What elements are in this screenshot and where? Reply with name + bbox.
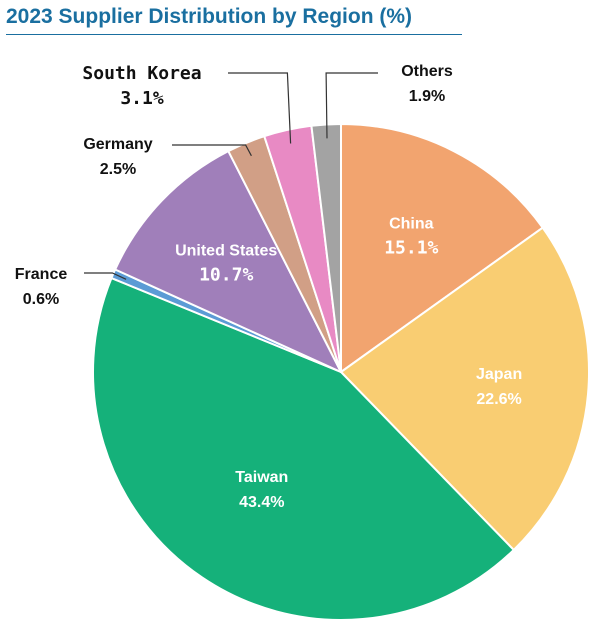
pie-slice-japan (340, 226, 590, 551)
pie-slice-china (340, 123, 544, 373)
chart-title: 2023 Supplier Distribution by Region (%) (6, 5, 413, 28)
leader-lines (84, 72, 378, 280)
pie-slices (92, 123, 590, 621)
slice-value-japan: 22.6% (476, 391, 521, 408)
leader-line-france (84, 272, 127, 280)
slice-value-taiwan: 43.4% (239, 494, 284, 511)
slice-label-taiwan: Taiwan (235, 469, 288, 486)
pie-slice-taiwan (92, 277, 515, 621)
leader-line-others (325, 72, 378, 139)
slice-value-germany: 2.5% (100, 161, 136, 178)
leader-line-south-korea (228, 72, 292, 144)
pie-slice-others (310, 123, 342, 373)
slice-label-france: France (15, 266, 68, 283)
slice-value-china: 15.1% (384, 237, 438, 258)
slice-value-france: 0.6% (23, 291, 59, 308)
slice-value-others: 1.9% (409, 88, 445, 105)
slice-value-united-states: 10.7% (199, 264, 253, 285)
title-underline (6, 34, 462, 35)
slice-label-south-korea: South Korea (82, 63, 201, 84)
slice-label-japan: Japan (476, 366, 522, 383)
pie-slice-united-states (114, 150, 342, 373)
slice-labels: China 15.1% Japan 22.6% Taiwan 43.4% France 0.6… (15, 63, 522, 511)
slice-label-united-states: United States (175, 242, 277, 259)
leader-line-germany (172, 144, 252, 157)
slice-label-china: China (389, 215, 434, 232)
slice-label-others: Others (401, 63, 453, 80)
slice-value-south-korea: 3.1% (120, 88, 164, 109)
slice-label-germany: Germany (83, 136, 152, 153)
